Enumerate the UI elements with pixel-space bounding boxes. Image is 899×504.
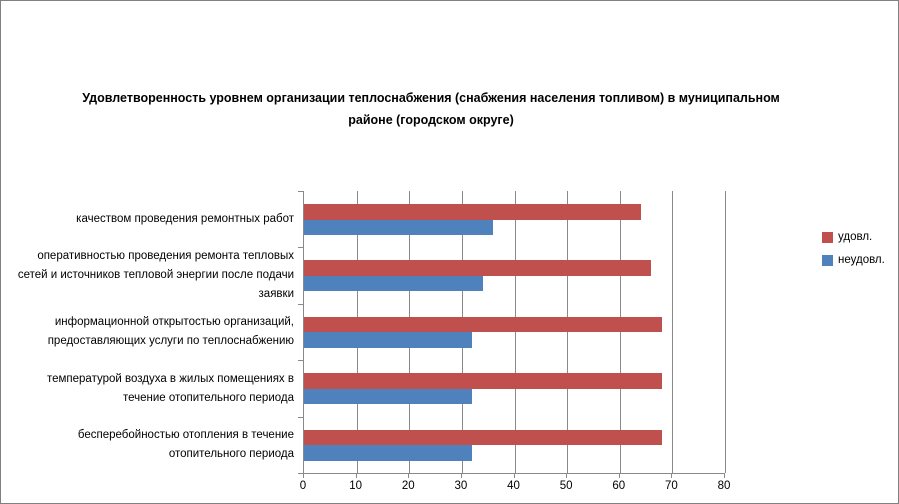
bar- [304, 429, 662, 446]
x-axis-tick [724, 473, 725, 478]
bar- [304, 373, 662, 389]
category-label: бесперебойностью отопления в течение ото… [77, 428, 294, 460]
bar- [304, 260, 652, 276]
bar- [304, 316, 662, 333]
x-tick-label: 30 [454, 480, 468, 492]
category-label: оперативностью проведения ремонта теплов… [17, 250, 294, 301]
x-tick-label: 20 [401, 480, 415, 492]
category-row [304, 417, 725, 473]
x-axis-tick [618, 473, 620, 478]
bar- [304, 219, 494, 235]
category-row [304, 360, 725, 416]
category-label: информационной открытостью организаций, … [47, 316, 294, 348]
chart-title: Удовлетворенность уровнем организации те… [82, 91, 780, 127]
x-tick-label: 80 [717, 480, 731, 492]
x-tick-label: 50 [559, 480, 573, 492]
x-tick-label: 0 [299, 480, 307, 492]
legend: удовл. неудовл. [822, 231, 885, 266]
bar- [304, 204, 641, 220]
x-axis-tick [355, 473, 357, 478]
x-axis-tick [513, 473, 515, 478]
legend-item: неудовл. [822, 254, 885, 266]
gridline [672, 191, 674, 473]
bar- [304, 445, 473, 461]
y-axis-tick [298, 473, 303, 474]
bar- [304, 388, 473, 405]
x-axis-tick [460, 473, 462, 478]
x-tick-label: 10 [349, 480, 363, 492]
legend-color-marker [822, 254, 833, 266]
bar- [304, 275, 483, 292]
category-row [304, 191, 725, 247]
x-tick-label: 60 [612, 480, 626, 492]
value-axis-labels: 0 10 20 30 40 50 60 70 80 [299, 480, 731, 496]
bar- [304, 332, 473, 348]
x-axis-tick [566, 473, 568, 478]
legend-item: удовл. [822, 231, 885, 243]
x-axis-tick [408, 473, 410, 478]
category-row [304, 247, 725, 303]
gridline [725, 191, 726, 473]
legend-color-marker [822, 231, 833, 243]
category-label: качеством проведения ремонтных работ [76, 212, 294, 225]
x-axis-tick [303, 473, 304, 478]
y-axis-tick [298, 303, 303, 305]
x-tick-label: 70 [664, 480, 678, 492]
category-label: температурой воздуха в жилых помещениях … [46, 372, 294, 404]
x-axis-tick [671, 473, 673, 478]
legend-label: удовл. [838, 231, 873, 243]
y-axis-tick [298, 247, 303, 249]
plot-area [298, 191, 726, 478]
category-axis-labels: качеством проведения ремонтных работ опер… [9, 191, 294, 473]
y-axis-tick [298, 416, 303, 418]
y-axis-tick [298, 191, 303, 192]
category-row [304, 304, 725, 360]
x-tick-label: 40 [507, 480, 520, 492]
y-axis-tick [298, 360, 303, 362]
legend-label: неудовл. [838, 254, 885, 266]
